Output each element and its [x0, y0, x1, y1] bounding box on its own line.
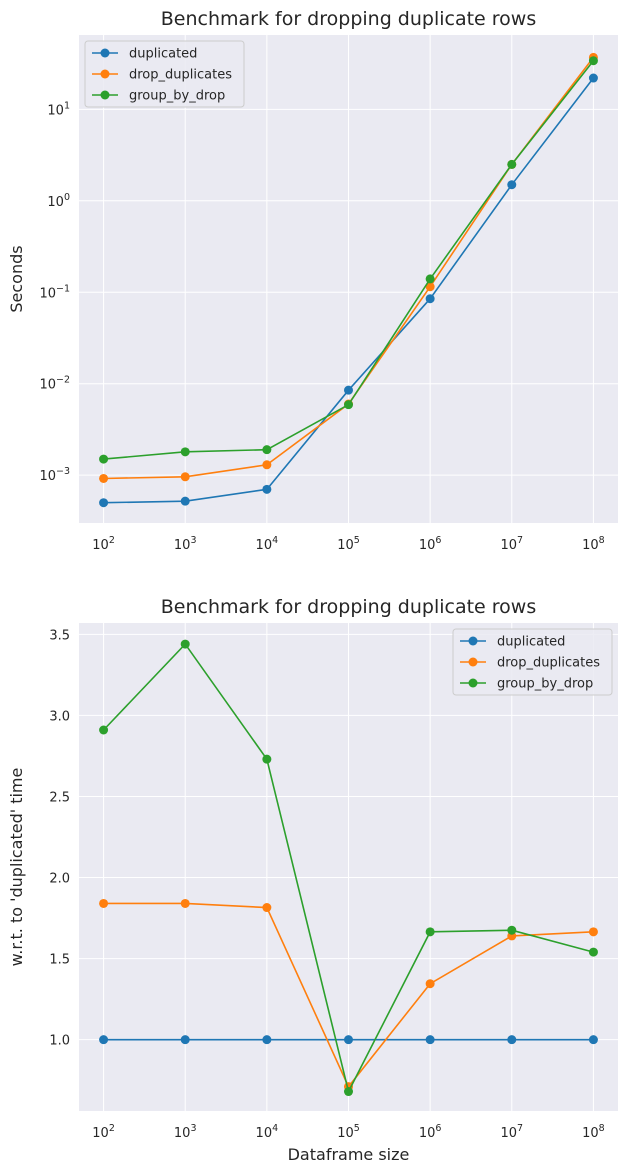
x-tick-label: 102 — [92, 535, 115, 553]
data-point-drop-duplicates — [588, 927, 598, 937]
top-chart-seconds: 102 103 104 105 106 107 108 10−3 10−2 10−1 100 101 B… — [7, 8, 618, 553]
x-tick-label: 103 — [174, 535, 197, 553]
legend-label: duplicated — [497, 635, 565, 650]
data-point-drop-duplicates — [99, 898, 109, 908]
x-axis-label: Dataframe size — [288, 1145, 410, 1164]
legend-label: group_by_drop — [497, 677, 593, 692]
legend-label: drop_duplicates — [497, 656, 600, 671]
y-tick-label: 2.5 — [49, 790, 70, 805]
legend-box — [452, 628, 613, 696]
legend: duplicated drop_duplicates group_by_drop — [452, 628, 613, 696]
y-tick-label: 1.0 — [49, 1034, 70, 1049]
x-tick-label: 107 — [500, 1123, 523, 1141]
data-point-duplicated — [180, 496, 190, 506]
legend-label: drop_duplicates — [129, 68, 232, 83]
y-tick-label: 3.5 — [49, 628, 70, 643]
x-tick-label: 106 — [419, 535, 442, 553]
data-point-duplicated — [588, 73, 598, 83]
x-tick-label: 103 — [174, 1123, 197, 1141]
y-tick-label: 1.5 — [49, 953, 70, 968]
data-point-group-by-drop — [262, 754, 272, 764]
y-tick-label: 10−3 — [39, 466, 70, 484]
x-tick-label: 105 — [337, 1123, 360, 1141]
y-tick-label: 2.0 — [49, 872, 70, 887]
data-point-group-by-drop — [344, 400, 353, 410]
legend-marker — [468, 657, 478, 667]
y-axis-label: w.r.t. to 'duplicated' time — [7, 768, 26, 967]
data-point-group-by-drop — [99, 454, 109, 464]
legend-marker — [468, 636, 478, 646]
legend-marker — [100, 48, 110, 58]
data-point-group-by-drop — [425, 927, 435, 937]
legend-label: duplicated — [129, 47, 197, 62]
bottom-chart-relative-time: 102 103 104 105 106 107 108 1.0 1.5 2.0 2.5 3.0 3.5 B… — [7, 596, 618, 1164]
x-tick-label: 104 — [256, 535, 279, 553]
x-tick-label: 106 — [419, 1123, 442, 1141]
data-point-drop-duplicates — [180, 898, 190, 908]
data-point-drop-duplicates — [262, 460, 272, 470]
data-point-duplicated — [262, 484, 272, 494]
x-tick-label: 107 — [500, 535, 523, 553]
legend-marker — [468, 678, 478, 688]
data-point-duplicated — [180, 1035, 190, 1045]
y-tick-label: 10−2 — [39, 375, 70, 393]
data-point-drop-duplicates — [180, 472, 190, 482]
data-point-duplicated — [425, 1035, 435, 1045]
y-tick-label: 10−1 — [39, 283, 70, 301]
legend-label: group_by_drop — [129, 89, 225, 104]
data-point-duplicated — [507, 1035, 517, 1045]
data-point-group-by-drop — [588, 947, 598, 957]
data-point-drop-duplicates — [425, 979, 435, 989]
legend: duplicated drop_duplicates group_by_drop — [84, 40, 245, 108]
y-axis-label: Seconds — [7, 245, 26, 312]
data-point-duplicated — [99, 1035, 109, 1045]
x-tick-label: 102 — [92, 1123, 115, 1141]
data-point-group-by-drop — [344, 1087, 353, 1097]
data-point-group-by-drop — [588, 56, 598, 66]
data-point-group-by-drop — [262, 445, 272, 455]
y-tick-label: 3.0 — [49, 709, 70, 724]
data-point-drop-duplicates — [99, 473, 109, 483]
chart-title: Benchmark for dropping duplicate rows — [161, 8, 537, 30]
data-point-duplicated — [425, 294, 435, 304]
data-point-drop-duplicates — [262, 903, 272, 913]
data-point-duplicated — [588, 1035, 598, 1045]
data-point-group-by-drop — [180, 447, 190, 457]
data-point-duplicated — [262, 1035, 272, 1045]
data-point-group-by-drop — [180, 639, 190, 649]
x-tick-label: 108 — [582, 535, 605, 553]
data-point-drop-duplicates — [425, 282, 435, 292]
y-tick-label: 100 — [47, 192, 70, 210]
legend-box — [84, 40, 245, 108]
data-point-duplicated — [507, 180, 517, 190]
data-point-group-by-drop — [99, 725, 109, 735]
data-point-duplicated — [344, 1035, 353, 1045]
legend-marker — [100, 90, 110, 100]
data-point-group-by-drop — [507, 159, 517, 169]
x-tick-label: 104 — [256, 1123, 279, 1141]
x-tick-label: 108 — [582, 1123, 605, 1141]
data-point-group-by-drop — [425, 274, 435, 284]
legend-marker — [100, 69, 110, 79]
data-point-group-by-drop — [507, 925, 517, 935]
chart-title: Benchmark for dropping duplicate rows — [161, 596, 537, 618]
y-tick-label: 101 — [47, 100, 70, 118]
data-point-duplicated — [99, 498, 109, 508]
x-tick-label: 105 — [337, 535, 360, 553]
data-point-duplicated — [344, 385, 353, 395]
